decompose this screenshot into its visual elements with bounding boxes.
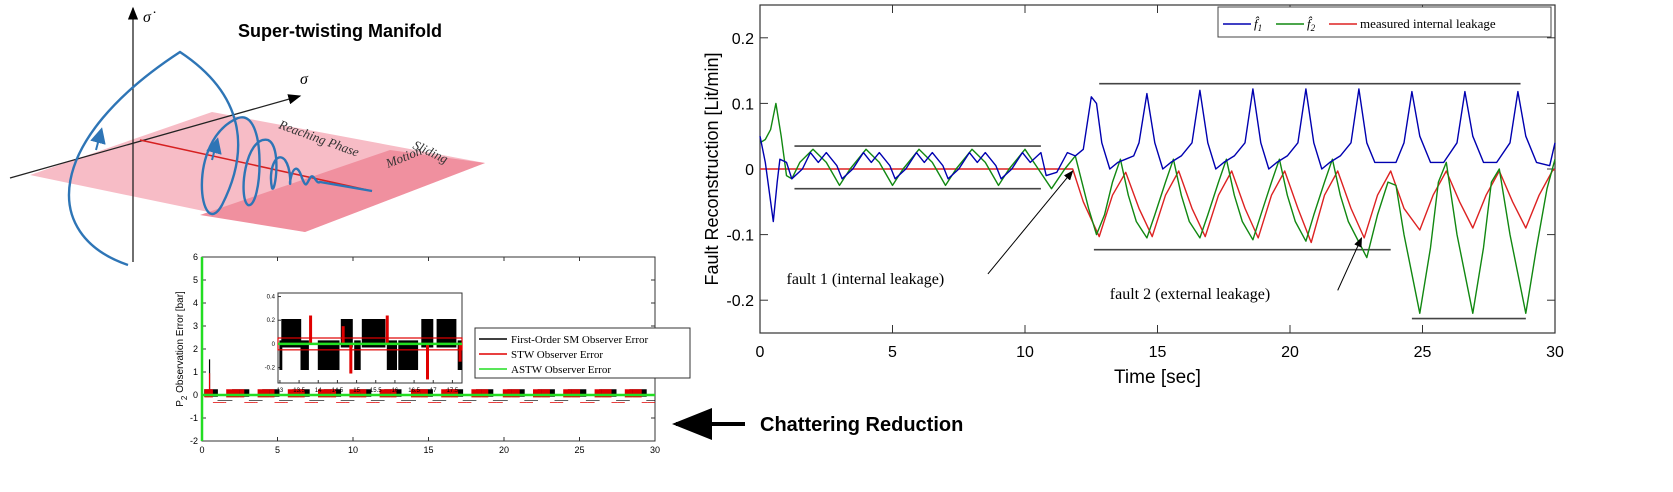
y-tick-label: 0 <box>193 390 198 400</box>
trajectory-arrow-icon <box>206 137 222 161</box>
x-tick-label: 15 <box>423 445 433 455</box>
y-tick-label: 0.1 <box>732 96 754 113</box>
legend-label: measured internal leakage <box>1360 16 1496 31</box>
inset-x-tick-label: 16.5 <box>408 388 420 394</box>
y-tick-label: 4 <box>193 298 198 308</box>
series-line-measured-internal-leakage <box>760 168 1556 244</box>
x-tick-label: 0 <box>756 344 765 361</box>
inset-x-tick-label: 14.5 <box>332 388 344 394</box>
inset-x-tick-label: 15.5 <box>370 388 382 394</box>
trajectory-arrow-icon <box>90 127 106 151</box>
y-tick-label: 0.2 <box>732 31 754 48</box>
annotation-arrow <box>987 170 1074 275</box>
horizontal-axis-label: σ <box>300 71 309 88</box>
legend-label: f̂2 <box>1307 16 1316 33</box>
sliding-region <box>200 150 485 232</box>
x-tick-label: 15 <box>1149 344 1167 361</box>
inset-y-tick-label: 0.2 <box>267 318 276 324</box>
inset-y-tick-label: 0.4 <box>267 295 276 301</box>
fault-reconstruction-chart: 0 5 10 15 20 25 30 -0.2 -0.1 0 0.1 0.2 Time [sec] Fau… <box>702 4 1564 388</box>
annotation-label: fault 2 (external leakage) <box>1110 286 1270 303</box>
diagram-title: Super-twisting Manifold <box>238 21 442 41</box>
y-axis-label: Fault Reconstruction [Lit/min] <box>702 52 722 285</box>
vertical-axis-label: σ̇ <box>143 9 156 26</box>
x-tick-label: 25 <box>1414 344 1432 361</box>
x-tick-label: 5 <box>888 344 897 361</box>
y-tick-label: 1 <box>193 367 198 377</box>
inset-y-tick-label: 0 <box>272 342 276 348</box>
x-tick-label: 30 <box>1546 344 1564 361</box>
chattering-annotation: Chattering Reduction <box>672 408 963 440</box>
series-line-f1-hat <box>759 88 1556 223</box>
y-tick-label: 6 <box>193 252 198 262</box>
legend-label: f̂1 <box>1254 16 1262 33</box>
y-tick-label: 5 <box>193 275 198 285</box>
inset-x-tick-label: 13 <box>277 388 284 394</box>
legend-label: STW Observer Error <box>511 349 603 361</box>
x-tick-label: 10 <box>1016 344 1034 361</box>
x-tick-label: 20 <box>1281 344 1299 361</box>
series-stw <box>204 389 655 404</box>
inset-y-tick-label: -0.2 <box>265 366 276 372</box>
legend <box>1217 6 1552 38</box>
annotation-arrow <box>1337 236 1363 291</box>
x-axis-label: Time [sec] <box>1114 367 1201 388</box>
annotation-label: fault 1 (internal leakage) <box>787 271 945 288</box>
super-twisting-diagram: Super-twisting Manifold σ̇ σ Reaching Ph… <box>9 6 485 267</box>
y-axis-label: P2 Observation Error [bar] <box>175 291 189 407</box>
y-tick-label: -1 <box>190 413 198 423</box>
legend-label: First-Order SM Observer Error <box>511 334 648 346</box>
inset-x-tick-label: 17 <box>430 388 437 394</box>
inset-x-tick-label: 15 <box>353 388 360 394</box>
sliding-line <box>139 139 373 192</box>
inset-x-tick-label: 13.5 <box>293 388 305 394</box>
chattering-label: Chattering Reduction <box>760 414 963 436</box>
x-tick-label: 20 <box>499 445 509 455</box>
y-tick-label: -0.2 <box>726 293 754 310</box>
x-tick-label: 5 <box>275 445 280 455</box>
trajectory-curve <box>67 50 373 267</box>
observer-error-chart: 0 5 10 15 20 25 30 -2 -1 0 1 2 3 4 5 6 P2 Observation Er… <box>175 252 691 455</box>
x-tick-label: 30 <box>650 445 660 455</box>
y-tick-label: 3 <box>193 321 198 331</box>
x-tick-label: 0 <box>199 445 204 455</box>
y-tick-label: 2 <box>193 344 198 354</box>
inset-x-tick-label: 17.5 <box>447 388 459 394</box>
y-tick-label: -0.1 <box>726 228 754 245</box>
legend <box>474 327 691 379</box>
series-line-f2-hat <box>759 102 1556 314</box>
inset-series-first-order-sm <box>279 319 463 370</box>
inset-x-tick-label: 14 <box>315 388 322 394</box>
legend-label: ASTW Observer Error <box>511 364 611 376</box>
y-tick-label: -2 <box>190 436 198 446</box>
x-tick-label: 10 <box>348 445 358 455</box>
inset-x-tick-label: 16 <box>392 388 399 394</box>
x-tick-label: 25 <box>574 445 584 455</box>
y-tick-label: 0 <box>745 162 754 179</box>
horizontal-axis <box>9 94 302 179</box>
